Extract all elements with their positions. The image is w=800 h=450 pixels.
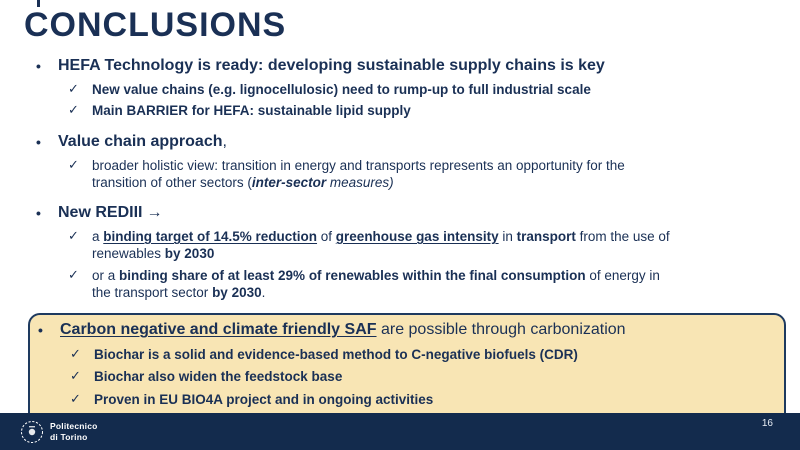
check-item: ✓ Biochar also widen the feedstock base: [70, 368, 774, 385]
check-text: Main BARRIER for HEFA: sustainable lipid…: [92, 103, 411, 119]
check-text: or a binding share of at least 29% of re…: [92, 267, 660, 300]
top-tick-decoration: [37, 0, 40, 7]
check-item: ✓ Biochar is a solid and evidence-based …: [70, 346, 774, 363]
check-item: ✓ a binding target of 14.5% reduction of…: [68, 228, 780, 263]
logo-line-1: Politecnico: [50, 421, 98, 432]
check-item: ✓ or a binding share of at least 29% of …: [68, 267, 780, 302]
check-icon: ✓: [68, 81, 79, 96]
check-icon: ✓: [68, 228, 79, 244]
check-icon: ✓: [70, 390, 81, 406]
bullet-text: Value chain approach,: [58, 132, 227, 150]
bullet-section-value-chain: • Value chain approach, ✓ broader holist…: [36, 132, 780, 192]
check-item: ✓ Main BARRIER for HEFA: sustainable lip…: [68, 102, 780, 119]
page-title: CONCLUSIONS: [24, 6, 287, 44]
bullet-text: HEFA Technology is ready: developing sus…: [58, 57, 605, 74]
footer-bar: Politecnico di Torino 16: [0, 413, 800, 450]
check-item: ✓ broader holistic view: transition in e…: [68, 157, 780, 192]
bullet-icon: •: [36, 133, 41, 150]
check-icon: ✓: [68, 266, 79, 282]
check-icon: ✓: [70, 346, 81, 362]
politecnico-logo: Politecnico di Torino: [20, 420, 98, 444]
check-text: New value chains (e.g. lignocellulosic) …: [92, 82, 591, 97]
bullet-icon: •: [38, 322, 43, 339]
page-number: 16: [761, 418, 773, 429]
bullet-icon: •: [36, 58, 41, 74]
check-icon: ✓: [68, 156, 79, 172]
right-arrow-icon: →: [146, 204, 163, 222]
politecnico-logo-icon: [21, 420, 43, 443]
check-text: a binding target of 14.5% reduction of g…: [92, 229, 670, 262]
bullet-icon: •: [36, 205, 41, 222]
bullet-section-rediii: • New REDIII → ✓ a binding target of 14.5…: [36, 203, 780, 301]
bullet-item: • Value chain approach,: [36, 132, 780, 153]
check-text: Proven in EU BIO4A project and in ongoin…: [94, 391, 434, 407]
politecnico-logo-text: Politecnico di Torino: [50, 421, 98, 441]
check-item: ✓ Proven in EU BIO4A project and in ongo…: [70, 391, 774, 408]
slide-content: • HEFA Technology is ready: developing s…: [28, 56, 786, 441]
check-icon: ✓: [68, 102, 79, 118]
bullet-section-hefa: • HEFA Technology is ready: developing s…: [36, 56, 780, 120]
check-text: broader holistic view: transition in ene…: [92, 157, 625, 190]
bullet-item: • New REDIII →: [36, 203, 780, 224]
check-icon: ✓: [70, 368, 81, 384]
bullet-text: Carbon negative and climate friendly SAF…: [60, 321, 626, 339]
bullet-text: New REDIII →: [58, 204, 163, 222]
bullet-item: • Carbon negative and climate friendly S…: [38, 320, 774, 341]
check-text: Biochar is a solid and evidence-based me…: [94, 347, 578, 363]
check-text: Biochar also widen the feedstock base: [94, 369, 343, 385]
check-item: ✓ New value chains (e.g. lignocellulosic…: [68, 81, 780, 98]
logo-line-2: di Torino: [50, 431, 88, 442]
bullet-item: • HEFA Technology is ready: developing s…: [36, 56, 780, 77]
